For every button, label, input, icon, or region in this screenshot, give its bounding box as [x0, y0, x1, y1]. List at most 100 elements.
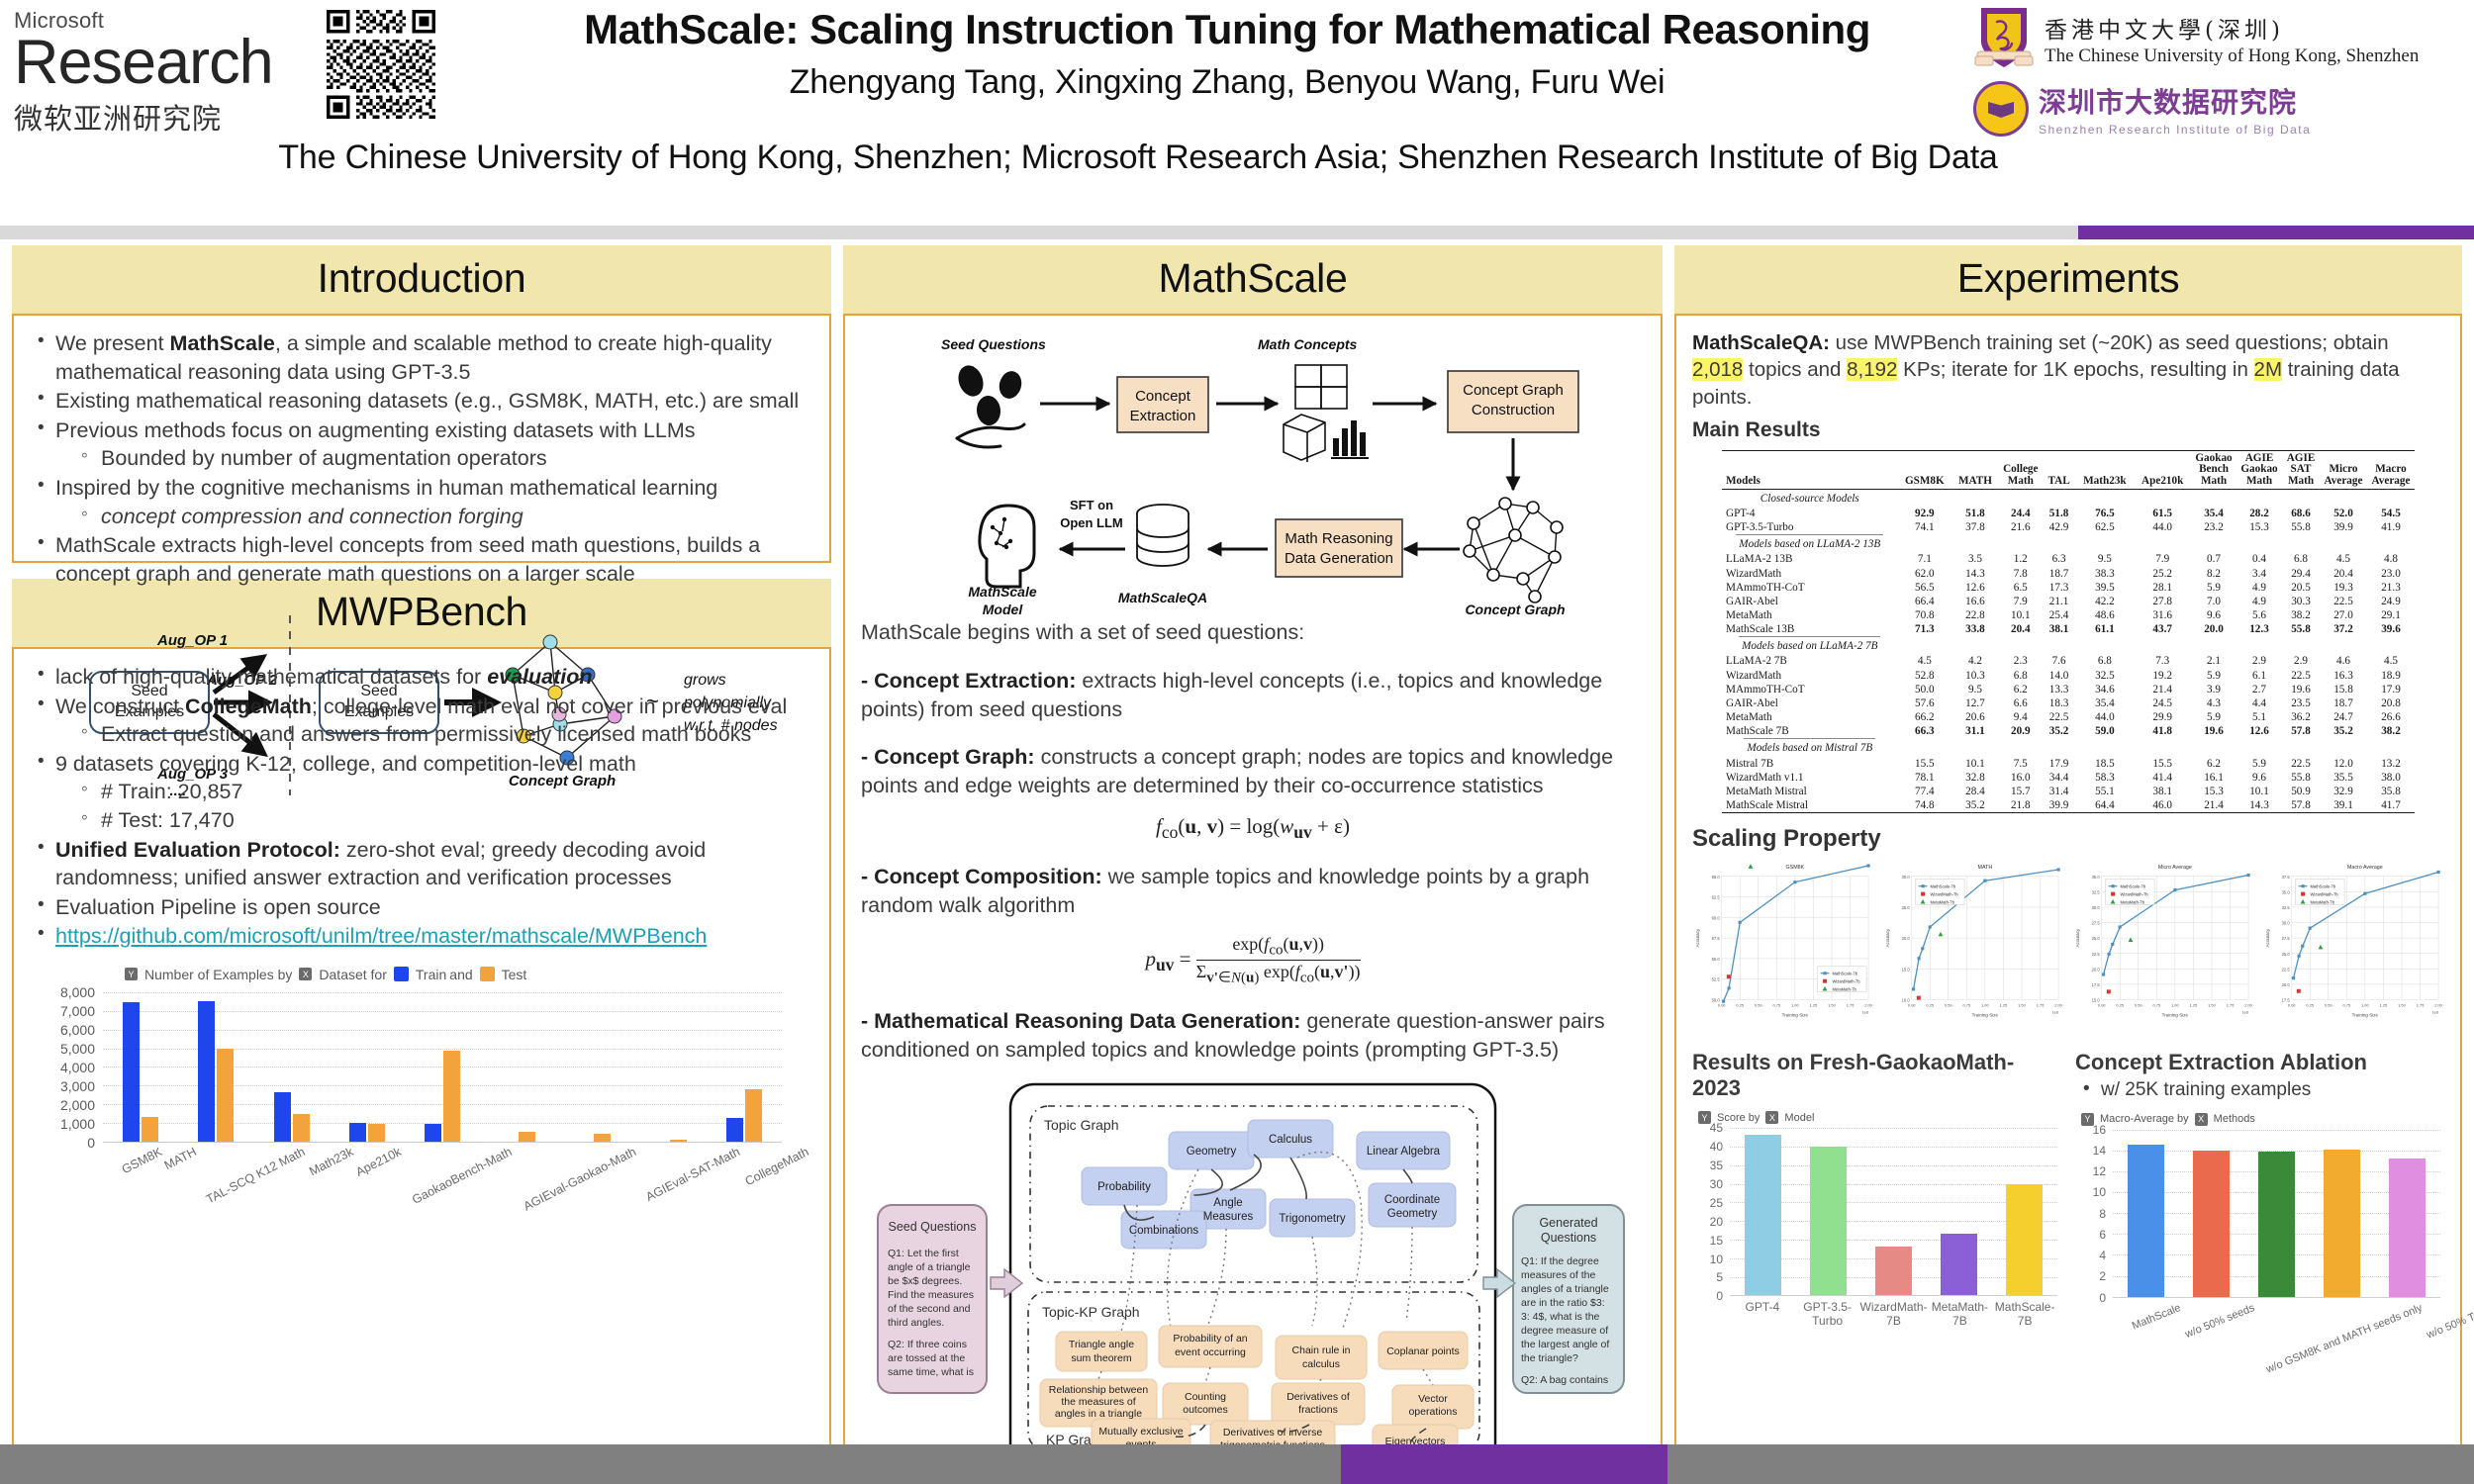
svg-text:MathScale-7b: MathScale-7b	[1930, 884, 1955, 889]
svg-text:WizardMath-7b: WizardMath-7b	[1832, 979, 1860, 984]
svg-text:32.5: 32.5	[2282, 905, 2291, 910]
table-row: WizardMath 62.0 14.3 7.8 18.7 38.3 25.2 8.2 3.4 2…	[1726, 567, 2401, 580]
qr-code-icon[interactable]	[327, 10, 435, 119]
highlight-kps-count: 8,192	[1847, 358, 1898, 382]
sribd-seal-icon	[1973, 81, 2029, 137]
svg-text:fractions: fractions	[1298, 1404, 1338, 1416]
svg-text:30.0: 30.0	[2282, 921, 2291, 926]
svg-text:57.5: 57.5	[1712, 936, 1721, 941]
bullet-bold: CollegeMath	[185, 694, 312, 718]
svg-text:27.5: 27.5	[2282, 936, 2291, 941]
svg-text:1.50: 1.50	[2208, 1003, 2216, 1008]
col-header: College Math	[1998, 450, 2043, 489]
svg-text:0.00: 0.00	[1908, 1003, 1916, 1008]
svg-text:1.25: 1.25	[2190, 1003, 2198, 1008]
table-row: LLaMA-2 13B 7.1 3.5 1.2 6.3 9.5 7.9 0.7 0.4 6.8 4.…	[1726, 553, 2398, 566]
svg-text:Accuracy: Accuracy	[2075, 928, 2080, 947]
mathscale-pipeline-figure: Seed Questions Math Concepts Concept	[861, 329, 1645, 617]
y-tick-label: 0	[1716, 1289, 1723, 1304]
x-axis-labels: GSM8K MATH TAL-SCQ K12 Math Math23k Ape2…	[103, 1145, 811, 1214]
mathscale-description: MathScale begins with a set of seed ques…	[861, 618, 1645, 1065]
svg-text:Training Size: Training Size	[1972, 1012, 1999, 1017]
col-header: Micro Average	[2320, 450, 2367, 489]
svg-text:MetaMath-7b: MetaMath-7b	[1832, 987, 1856, 992]
column-right: Experiments MathScaleQA: use MWPBench tr…	[1674, 245, 2474, 1461]
y-axis-labels: 8,000 7,000 6,000 5,000 4,000 3,000 2,000 1,0…	[59, 983, 95, 1151]
bar	[2192, 1150, 2230, 1297]
svg-text:GSM8K: GSM8K	[1786, 865, 1805, 871]
mwpbench-github-link[interactable]: https://github.com/microsoft/unilm/tree/…	[55, 924, 708, 949]
table-row: WizardMath v1.1 78.1 32.8 16.0 34.4 58.3 41.4 1…	[1726, 771, 2401, 784]
bar-series	[103, 992, 782, 1142]
x-tick-label: GPT-3.5-Turbo	[1803, 1300, 1852, 1329]
svg-text:1e6: 1e6	[1861, 1010, 1868, 1015]
list-item[interactable]: https://github.com/microsoft/unilm/tree/…	[30, 921, 813, 951]
chart-concept-extraction-ablation: Concept Extraction Ablation w/ 25K train…	[2075, 1050, 2474, 1375]
chart-scaling-math: 10.0 15.0 20.0 25.0 30.0 0.00 0.25 0.50 0.75 1.00…	[1882, 861, 2064, 1034]
y-tick-label: 6	[2099, 1227, 2106, 1242]
bar-group	[631, 992, 707, 1142]
mathscale-lead: MathScale begins with a set of seed ques…	[861, 620, 1305, 644]
y-tick-label: 16	[2092, 1122, 2106, 1137]
table-group-label: Models based on LLaMA-2 7B	[1722, 636, 1898, 654]
svg-text:35.0: 35.0	[2092, 875, 2101, 880]
topic-graph-label: Topic Graph	[1044, 1117, 1118, 1133]
svg-text:Construction: Construction	[1472, 402, 1555, 418]
lead-text-2: topics and	[1743, 358, 1848, 382]
y-tick-label: 15	[1709, 1233, 1723, 1248]
bar-group	[2310, 1130, 2375, 1297]
svg-text:1e6: 1e6	[2051, 1010, 2058, 1015]
x-tick-label: w/o 50% Topics	[2425, 1301, 2474, 1342]
table-group-label: Models based on LLaMA-2 13B	[1722, 534, 1898, 552]
plot-area-wrapper: 0 2 4 6 8 10 12 14 16 MathScale w/o 50% seeds w/o …	[2075, 1123, 2474, 1375]
affiliation-line: The Chinese University of Hong Kong, She…	[278, 139, 1998, 176]
fresh-gaokao-label: Results on Fresh-GaokaoMath-2023	[1692, 1050, 2015, 1101]
svg-text:0.25: 0.25	[2116, 1003, 2124, 1008]
math-concepts-icon	[1283, 364, 1348, 462]
svg-text:operations: operations	[1408, 1406, 1457, 1418]
cuhk-text: 香港中文大學(深圳) The Chinese University of Hon…	[2045, 11, 2419, 67]
step-concept-graph: - Concept Graph: constructs a concept gr…	[861, 743, 1645, 800]
list-item: w/ 25K training examples	[2075, 1076, 2444, 1102]
y-tick-label: 25	[1709, 1195, 1723, 1210]
bullet-text: lack of high-quality mathematical datase…	[55, 665, 488, 689]
bar-group	[253, 992, 329, 1142]
bar-group	[178, 992, 253, 1142]
y-tick-label: 8	[2099, 1206, 2106, 1221]
legend-text-mid: Dataset for	[319, 966, 387, 982]
poster-footer	[0, 1444, 2474, 1484]
bar-series	[2113, 1130, 2440, 1297]
svg-text:1e6: 1e6	[2431, 1010, 2438, 1015]
svg-text:Eigenvectors: Eigenvectors	[1385, 1436, 1446, 1447]
mwpbench-body: lack of high-quality mathematical datase…	[12, 647, 831, 1484]
svg-text:Math Concepts: Math Concepts	[1258, 336, 1358, 352]
page-title: MathScale: Scaling Instruction Tuning fo…	[584, 6, 1870, 52]
svg-text:Vector: Vector	[1418, 1393, 1448, 1405]
svg-text:20.0: 20.0	[2282, 982, 2291, 987]
y-tick-label: 12	[2092, 1164, 2106, 1179]
svg-text:angle of a triangle: angle of a triangle	[888, 1261, 971, 1273]
svg-text:Derivatives of: Derivatives of	[1286, 1391, 1350, 1403]
svg-text:Accuracy: Accuracy	[1695, 928, 1700, 947]
svg-text:MathScale-7b: MathScale-7b	[2120, 884, 2145, 889]
step-text: generate question-answer pairs condition…	[861, 1008, 1605, 1062]
bar-group	[1992, 1128, 2057, 1296]
x-tick-label: MathScale	[2130, 1301, 2183, 1333]
list-item: 9 datasets covering K-12, college, and c…	[30, 749, 813, 835]
table-row: GAIR-Abel 66.4 16.6 7.9 21.1 42.2 27.8 7.0 4.9 30…	[1726, 595, 2401, 607]
seed-questions-icon	[958, 365, 1022, 425]
svg-text:Micro Average: Micro Average	[2158, 865, 2192, 871]
svg-text:2.00: 2.00	[2054, 1003, 2062, 1008]
legend-swatch-train	[393, 967, 409, 982]
bar-group	[2375, 1130, 2440, 1297]
svg-text:0.00: 0.00	[1718, 1003, 1726, 1008]
svg-text:degree measure of: degree measure of	[1521, 1325, 1608, 1337]
introduction-body: We present MathScale, a simple and scala…	[12, 314, 831, 796]
microsoft-wordmark: Microsoft	[14, 8, 105, 33]
x-tick-label: MetaMath-7B	[1931, 1300, 1989, 1329]
svg-text:MathScale: MathScale	[968, 584, 1036, 600]
msra-chinese-name: 微软亚洲研究院	[14, 101, 223, 136]
svg-text:sum theorem: sum theorem	[1071, 1352, 1132, 1364]
x-axis-labels: GPT-4 GPT-3.5-Turbo WizardMath-7B MetaMath-…	[1730, 1300, 2057, 1328]
sub-list-item: concept compression and connection forgi…	[77, 502, 813, 531]
